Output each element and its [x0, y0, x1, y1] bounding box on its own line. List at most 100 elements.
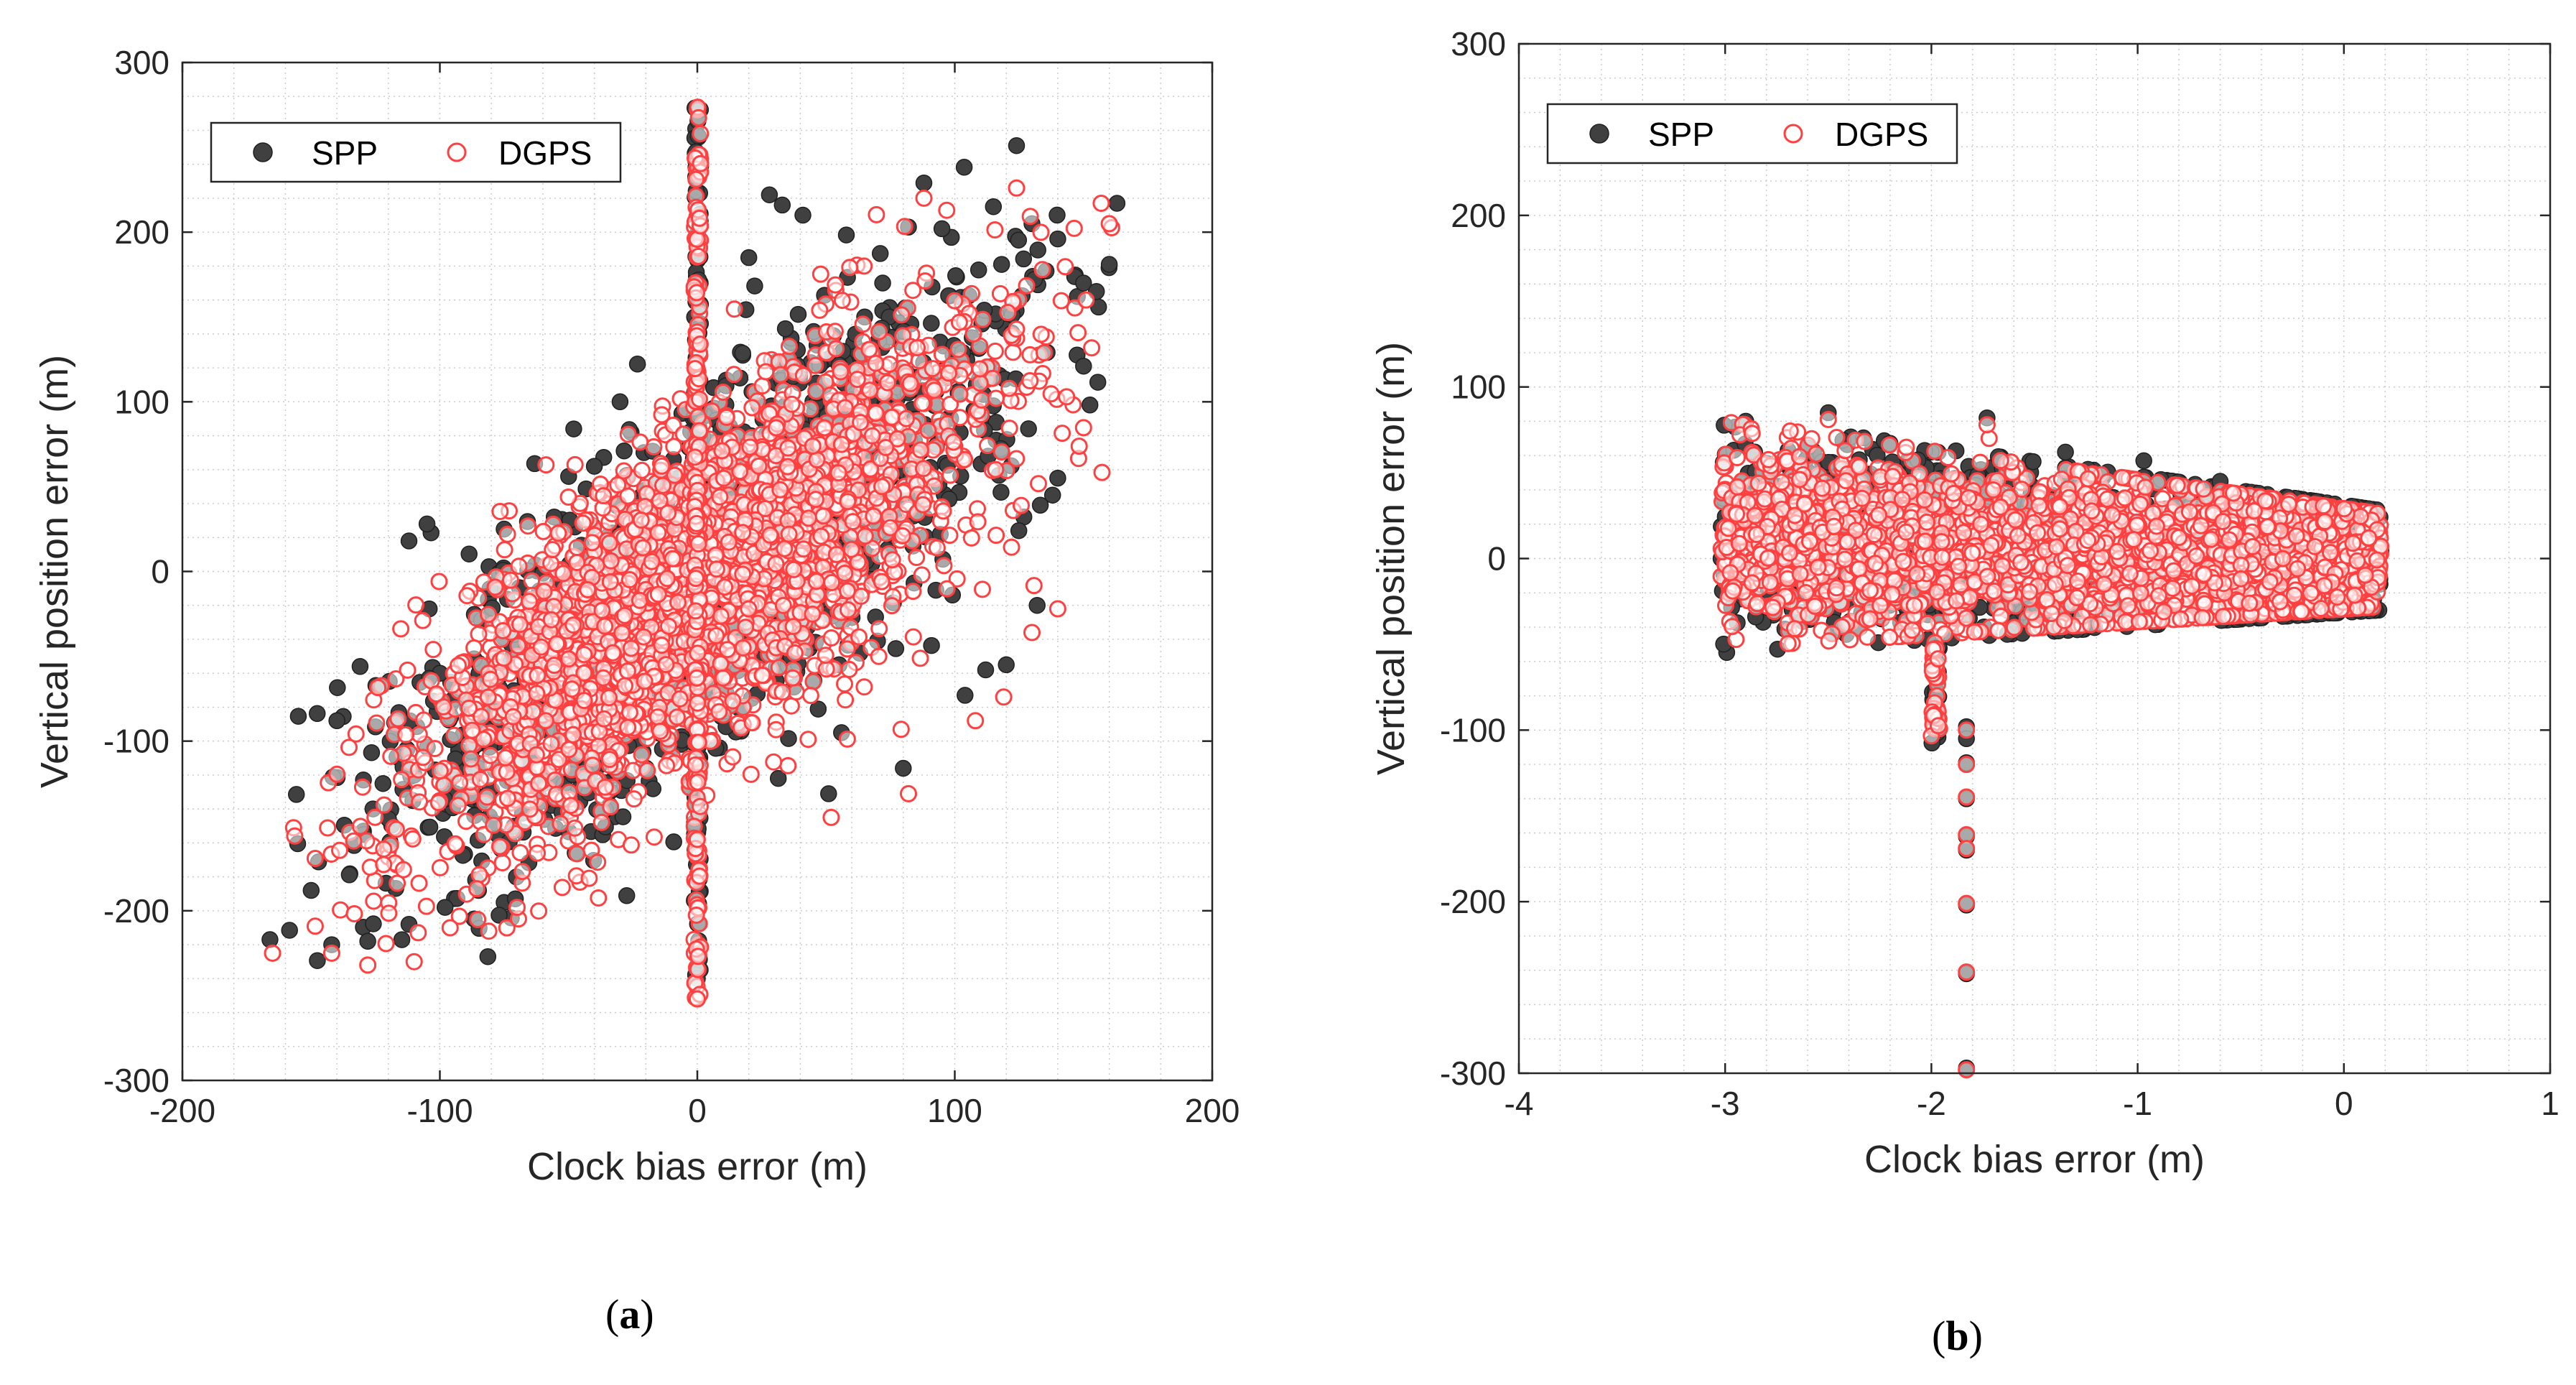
point-dgps — [583, 534, 601, 552]
point-spp — [789, 305, 807, 323]
point-dgps — [620, 571, 638, 588]
point-spp — [421, 818, 439, 836]
point-spp — [365, 915, 382, 932]
point-dgps — [716, 578, 734, 596]
point-dgps — [689, 644, 707, 662]
point-dgps — [837, 691, 855, 709]
point-spp — [460, 545, 478, 562]
point-dgps — [584, 756, 602, 774]
point-dgps — [668, 708, 686, 726]
point-dgps — [513, 863, 531, 881]
point-dgps — [669, 593, 687, 611]
point-spp — [308, 705, 326, 723]
point-dgps — [564, 616, 582, 634]
point-spp — [837, 226, 855, 244]
point-dgps — [710, 703, 728, 721]
point-spp — [665, 833, 682, 851]
point-dgps — [687, 756, 705, 774]
point-dgps — [471, 771, 489, 788]
point-dgps — [404, 830, 422, 848]
point-dgps — [393, 771, 411, 789]
point-dgps — [575, 646, 593, 664]
point-spp — [809, 700, 827, 718]
point-spp — [1089, 374, 1107, 391]
point-dgps — [718, 641, 736, 659]
point-dgps — [431, 858, 449, 876]
point-dgps — [1021, 372, 1039, 389]
point-dgps — [411, 793, 429, 811]
point-dgps — [622, 639, 640, 657]
point-dgps — [566, 819, 584, 837]
point-dgps — [1054, 425, 1071, 443]
point-dgps — [753, 667, 771, 684]
point-dgps — [633, 461, 651, 479]
point-dgps — [804, 605, 822, 623]
point-dgps — [707, 627, 725, 644]
point-dgps — [781, 338, 798, 356]
point-dgps — [328, 765, 346, 783]
point-dgps — [600, 751, 618, 769]
point-dgps — [552, 815, 569, 833]
point-dgps — [602, 798, 620, 816]
point-dgps — [601, 573, 619, 590]
point-dgps — [893, 306, 911, 324]
point-dgps — [914, 496, 932, 514]
point-dgps — [780, 525, 798, 543]
point-dgps — [784, 618, 802, 636]
point-dgps — [737, 619, 755, 636]
point-dgps — [544, 541, 562, 559]
point-dgps — [493, 854, 511, 871]
point-dgps — [691, 797, 709, 815]
point-dgps — [389, 710, 407, 728]
point-dgps — [429, 794, 447, 812]
point-dgps — [368, 714, 386, 732]
point-dgps — [908, 339, 926, 357]
point-spp — [923, 315, 940, 332]
point-spp — [740, 249, 758, 267]
point-dgps — [987, 527, 1005, 545]
point-dgps — [850, 628, 868, 646]
point-dgps — [941, 527, 959, 545]
point-dgps — [1092, 195, 1110, 212]
point-dgps — [842, 540, 860, 558]
point-dgps — [562, 797, 580, 815]
point-spp — [615, 442, 633, 460]
point-dgps — [839, 493, 857, 511]
point-spp — [340, 866, 358, 884]
point-dgps — [331, 841, 348, 859]
point-dgps — [542, 611, 560, 629]
point-dgps — [549, 524, 567, 542]
point-spp — [985, 198, 1003, 216]
point-dgps — [964, 325, 982, 343]
point-dgps — [340, 738, 358, 756]
point-dgps — [671, 690, 689, 708]
point-dgps — [883, 597, 901, 615]
point-dgps — [648, 708, 666, 726]
point-spp — [874, 274, 891, 292]
point-dgps — [691, 390, 708, 408]
point-dgps — [973, 391, 991, 409]
point-dgps — [724, 748, 742, 766]
point-dgps — [740, 600, 758, 618]
point-spp — [329, 679, 346, 696]
point-dgps — [916, 272, 934, 290]
point-dgps — [714, 669, 732, 687]
point-dgps — [707, 560, 725, 578]
point-dgps — [375, 796, 393, 814]
point-dgps — [804, 672, 822, 690]
point-spp — [776, 320, 794, 338]
point-dgps — [941, 466, 959, 484]
point-dgps — [807, 573, 825, 590]
point-dgps — [1025, 577, 1043, 595]
point-dgps — [743, 714, 761, 732]
point-spp — [871, 245, 889, 262]
panel-a-chart: -200 -100 0 100 200-300-200-1000100200300Clo… — [33, 44, 1240, 1188]
point-dgps — [638, 761, 656, 779]
point-spp — [761, 186, 778, 203]
point-dgps — [498, 763, 516, 781]
point-spp — [1031, 496, 1049, 514]
point-dgps — [1030, 475, 1047, 493]
point-dgps — [806, 491, 824, 509]
point-spp — [998, 656, 1015, 674]
point-dgps — [840, 601, 857, 619]
